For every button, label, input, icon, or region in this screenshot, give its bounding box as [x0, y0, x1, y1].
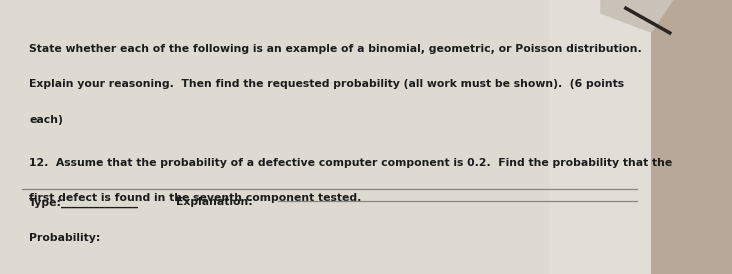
FancyBboxPatch shape: [0, 0, 651, 274]
Polygon shape: [600, 0, 673, 33]
Text: each): each): [29, 115, 63, 125]
Text: Probability:: Probability:: [29, 233, 101, 243]
Text: State whether each of the following is an example of a binomial, geometric, or P: State whether each of the following is a…: [29, 44, 642, 54]
FancyBboxPatch shape: [0, 0, 549, 274]
Text: Explain your reasoning.  Then find the requested probability (all work must be s: Explain your reasoning. Then find the re…: [29, 79, 624, 89]
Text: Type:______________: Type:______________: [29, 197, 139, 207]
Text: Explanation:: Explanation:: [176, 197, 253, 207]
Text: 12.  Assume that the probability of a defective computer component is 0.2.  Find: 12. Assume that the probability of a def…: [29, 158, 673, 168]
Text: first defect is found in the seventh component tested.: first defect is found in the seventh com…: [29, 193, 362, 203]
